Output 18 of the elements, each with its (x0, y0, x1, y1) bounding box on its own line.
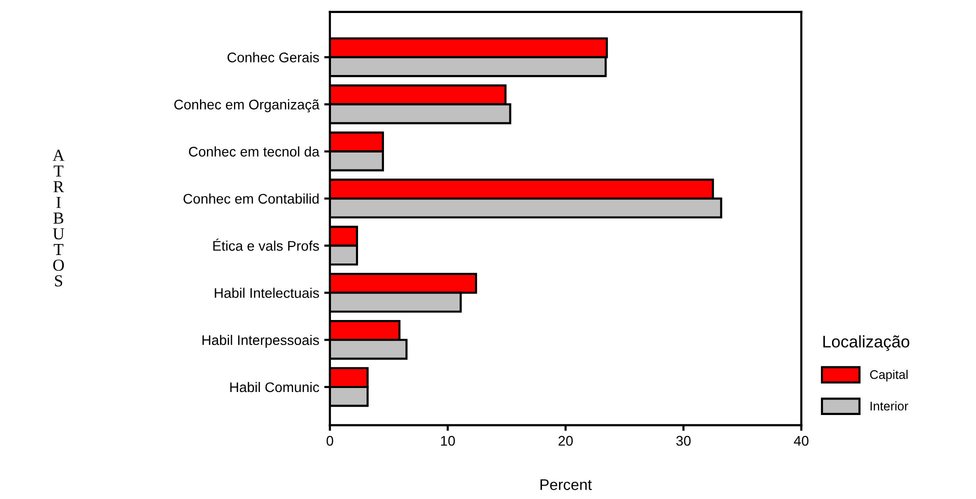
x-tick-label: 0 (326, 436, 334, 446)
legend-label: Interior (870, 401, 908, 411)
y-tick-label: Habil Comunic (230, 382, 320, 392)
x-axis-title: Percent (540, 479, 592, 490)
y-tick-label: Ética e vals Profs (213, 238, 319, 251)
y-tick-label: Conhec em Contabilid (184, 194, 319, 204)
y-tick-label: Habil Intelectuais (214, 288, 319, 298)
x-tick-label: 30 (676, 436, 691, 446)
y-tick-label: Conhec em tecnol da (188, 146, 320, 157)
legend-label: Capital (870, 370, 908, 382)
legend-title: Localização (823, 335, 910, 351)
x-tick-label: 40 (794, 436, 808, 446)
y-tick-label: Habil Interpessoais (202, 334, 319, 348)
x-tick-label: 10 (441, 436, 455, 446)
y-tick-label: Conhec Gerais (228, 52, 319, 62)
text: ATRIBUTOS (52, 150, 64, 287)
x-tick-label: 20 (558, 436, 573, 446)
y-tick-label: Conhec em Organizaçã (174, 99, 320, 112)
